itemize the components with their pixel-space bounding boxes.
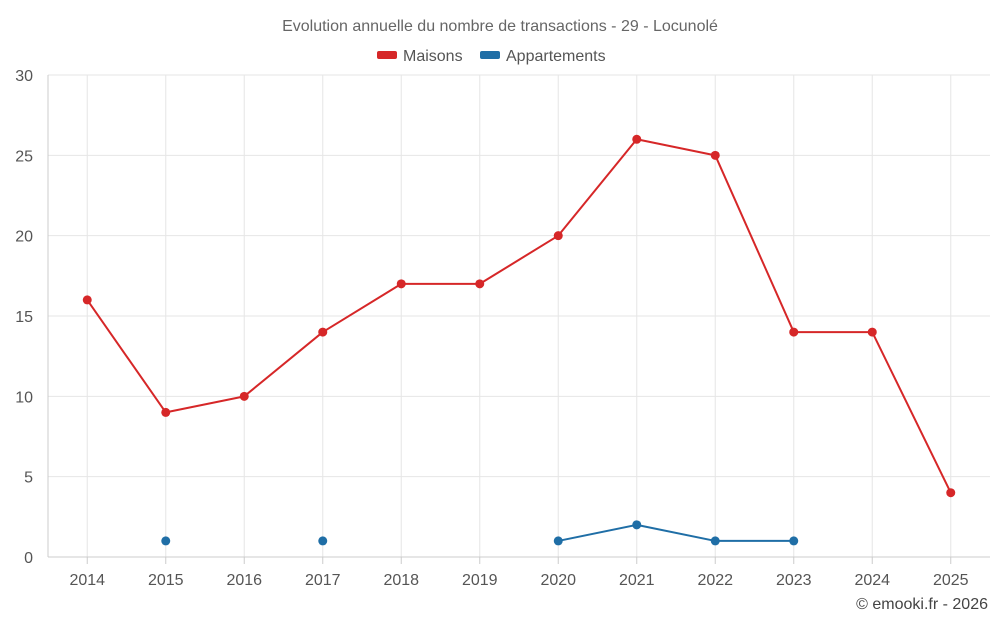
x-tick-label: 2022 [697, 572, 733, 589]
data-point-appartements-2023[interactable] [789, 536, 799, 546]
data-point-maisons-2015[interactable] [161, 407, 171, 417]
series-line-maisons [86, 138, 952, 494]
x-axis: 2014 2015 2016 2017 2018 2019 2020 2021 2022 2023… [48, 556, 990, 589]
y-tick-label: 0 [24, 550, 33, 567]
y-tick-label: 5 [24, 470, 33, 487]
data-point-maisons-2024[interactable] [867, 327, 877, 337]
data-point-maisons-2017[interactable] [318, 327, 328, 337]
legend-label-appartements: Appartements [506, 48, 606, 65]
x-tick-label: 2017 [305, 572, 341, 589]
data-point-appartements-2017[interactable] [318, 536, 328, 546]
x-tick-label: 2025 [933, 572, 969, 589]
x-tick-label: 2023 [776, 572, 812, 589]
legend-label-maisons: Maisons [403, 48, 463, 65]
x-tick-label: 2021 [619, 572, 655, 589]
data-point-maisons-2022[interactable] [710, 150, 720, 160]
x-tick-label: 2024 [854, 572, 890, 589]
data-point-maisons-2023[interactable] [789, 327, 799, 337]
data-point-maisons-2016[interactable] [239, 391, 249, 401]
data-point-maisons-2025[interactable] [946, 488, 956, 498]
x-tick-label: 2020 [540, 572, 576, 589]
y-tick-label: 25 [15, 148, 33, 165]
x-tick-label: 2019 [462, 572, 498, 589]
data-point-appartements-2022[interactable] [710, 536, 720, 546]
data-point-appartements-2015[interactable] [161, 536, 171, 546]
legend-swatch-appartements [480, 51, 500, 59]
series-appartements [161, 520, 799, 546]
series-layer [82, 134, 956, 546]
y-tick-label: 20 [15, 229, 33, 246]
legend-swatch-maisons [377, 51, 397, 59]
series-maisons [82, 134, 956, 498]
legend-item-maisons[interactable]: Maisons [377, 48, 463, 65]
credit-text: © emooki.fr - 2026 [856, 596, 988, 613]
x-tick-label: 2015 [148, 572, 184, 589]
chart-title: Evolution annuelle du nombre de transact… [282, 18, 718, 35]
data-point-maisons-2019[interactable] [475, 279, 485, 289]
x-tick-label: 2014 [69, 572, 105, 589]
data-point-maisons-2020[interactable] [553, 231, 563, 241]
data-point-maisons-2018[interactable] [396, 279, 406, 289]
data-point-appartements-2021[interactable] [632, 520, 642, 530]
data-point-maisons-2021[interactable] [632, 134, 642, 144]
y-axis: 0 5 10 15 20 25 30 [15, 68, 49, 567]
y-tick-label: 15 [15, 309, 33, 326]
gridlines [48, 74, 990, 557]
data-point-maisons-2014[interactable] [82, 295, 92, 305]
series-line-appartements [558, 523, 794, 542]
data-point-appartements-2020[interactable] [553, 536, 563, 546]
x-tick-label: 2018 [383, 572, 419, 589]
y-tick-label: 30 [15, 68, 33, 85]
legend[interactable]: Maisons Appartements [377, 48, 606, 65]
x-tick-label: 2016 [226, 572, 262, 589]
y-tick-label: 10 [15, 389, 33, 406]
legend-item-appartements[interactable]: Appartements [480, 48, 606, 65]
